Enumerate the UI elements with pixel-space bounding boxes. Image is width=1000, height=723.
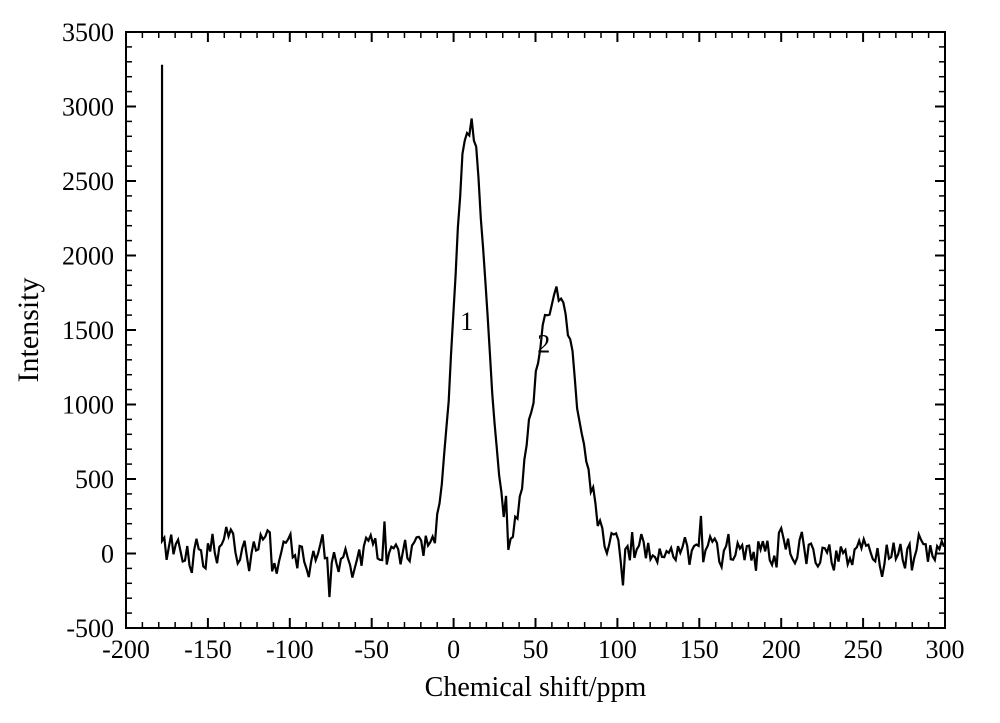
x-tick-label: -150 xyxy=(184,635,232,664)
y-tick-label: 1500 xyxy=(62,316,114,345)
x-tick-label: 250 xyxy=(844,635,883,664)
y-tick-label: 500 xyxy=(75,465,114,494)
y-tick-label: -500 xyxy=(66,614,114,643)
x-tick-label: 150 xyxy=(680,635,719,664)
x-tick-label: 100 xyxy=(598,635,637,664)
y-tick-label: 3500 xyxy=(62,18,114,47)
x-tick-label: 0 xyxy=(447,635,460,664)
chart-svg: -200-150-100-50050100150200250300-500050… xyxy=(0,0,1000,723)
plot-border xyxy=(126,32,945,628)
peak-label: 2 xyxy=(537,329,550,358)
x-axis-label: Chemical shift/ppm xyxy=(425,672,647,703)
peak-label: 1 xyxy=(460,307,473,336)
y-tick-label: 0 xyxy=(101,540,114,569)
x-tick-label: 300 xyxy=(926,635,965,664)
y-tick-label: 2000 xyxy=(62,242,114,271)
spectrum-line xyxy=(162,65,944,597)
y-tick-label: 1000 xyxy=(62,391,114,420)
x-tick-label: 50 xyxy=(523,635,549,664)
y-tick-label: 2500 xyxy=(62,167,114,196)
x-tick-label: -50 xyxy=(354,635,389,664)
x-tick-label: 200 xyxy=(762,635,801,664)
nmr-spectrum-chart: -200-150-100-50050100150200250300-500050… xyxy=(0,0,1000,723)
x-tick-label: -100 xyxy=(266,635,314,664)
y-axis-label: Intensity xyxy=(12,278,45,383)
y-tick-label: 3000 xyxy=(62,93,114,122)
